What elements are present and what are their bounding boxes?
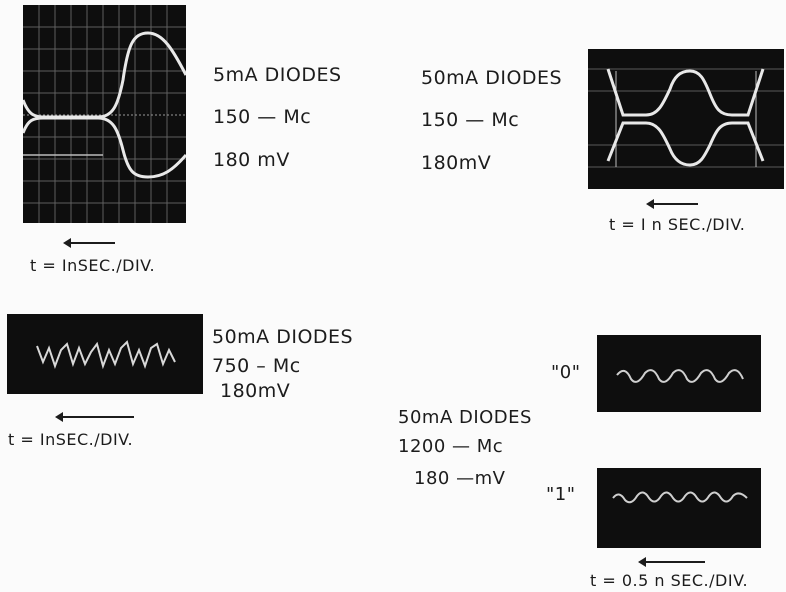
oscilloscope-screen-50ma-150mc xyxy=(588,49,784,189)
panel2-time-arrow xyxy=(646,199,698,209)
panel2-voltage-label: 180mV xyxy=(421,152,492,174)
panel1-time-arrow xyxy=(63,238,115,248)
panel1-frequency-label: 150 — Mc xyxy=(213,106,312,128)
oscilloscope-screen-zero xyxy=(597,335,761,412)
panel4-voltage-label: 180 —mV xyxy=(414,468,506,489)
panel2-frequency-label: 150 — Mc xyxy=(421,109,520,131)
panel4-zero-label: "0" xyxy=(551,362,581,383)
panel1-diode-label: 5mA DIODES xyxy=(213,64,342,86)
panel3-time-arrow xyxy=(55,412,134,422)
oscilloscope-screen-one xyxy=(597,468,761,548)
panel2-time-scale: t = I n SEC./DIV. xyxy=(609,215,746,234)
panel4-time-arrow xyxy=(638,557,705,567)
panel2-diode-label: 50mA DIODES xyxy=(421,67,563,89)
oscilloscope-screen-5ma xyxy=(23,5,186,223)
panel4-frequency-label: 1200 — Mc xyxy=(398,436,504,457)
panel4-diode-label: 50mA DIODES xyxy=(398,407,532,428)
panel3-frequency-label: 750 – Mc xyxy=(212,355,301,377)
panel1-time-scale: t = InSEC./DIV. xyxy=(30,256,156,275)
panel3-time-scale: t = InSEC./DIV. xyxy=(8,430,134,449)
panel1-voltage-label: 180 mV xyxy=(213,149,290,171)
panel4-time-scale: t = 0.5 n SEC./DIV. xyxy=(590,571,749,590)
oscilloscope-screen-50ma-750mc xyxy=(7,314,203,394)
panel3-voltage-label: 180mV xyxy=(220,380,291,402)
panel4-one-label: "1" xyxy=(546,484,576,505)
panel3-diode-label: 50mA DIODES xyxy=(212,326,354,348)
